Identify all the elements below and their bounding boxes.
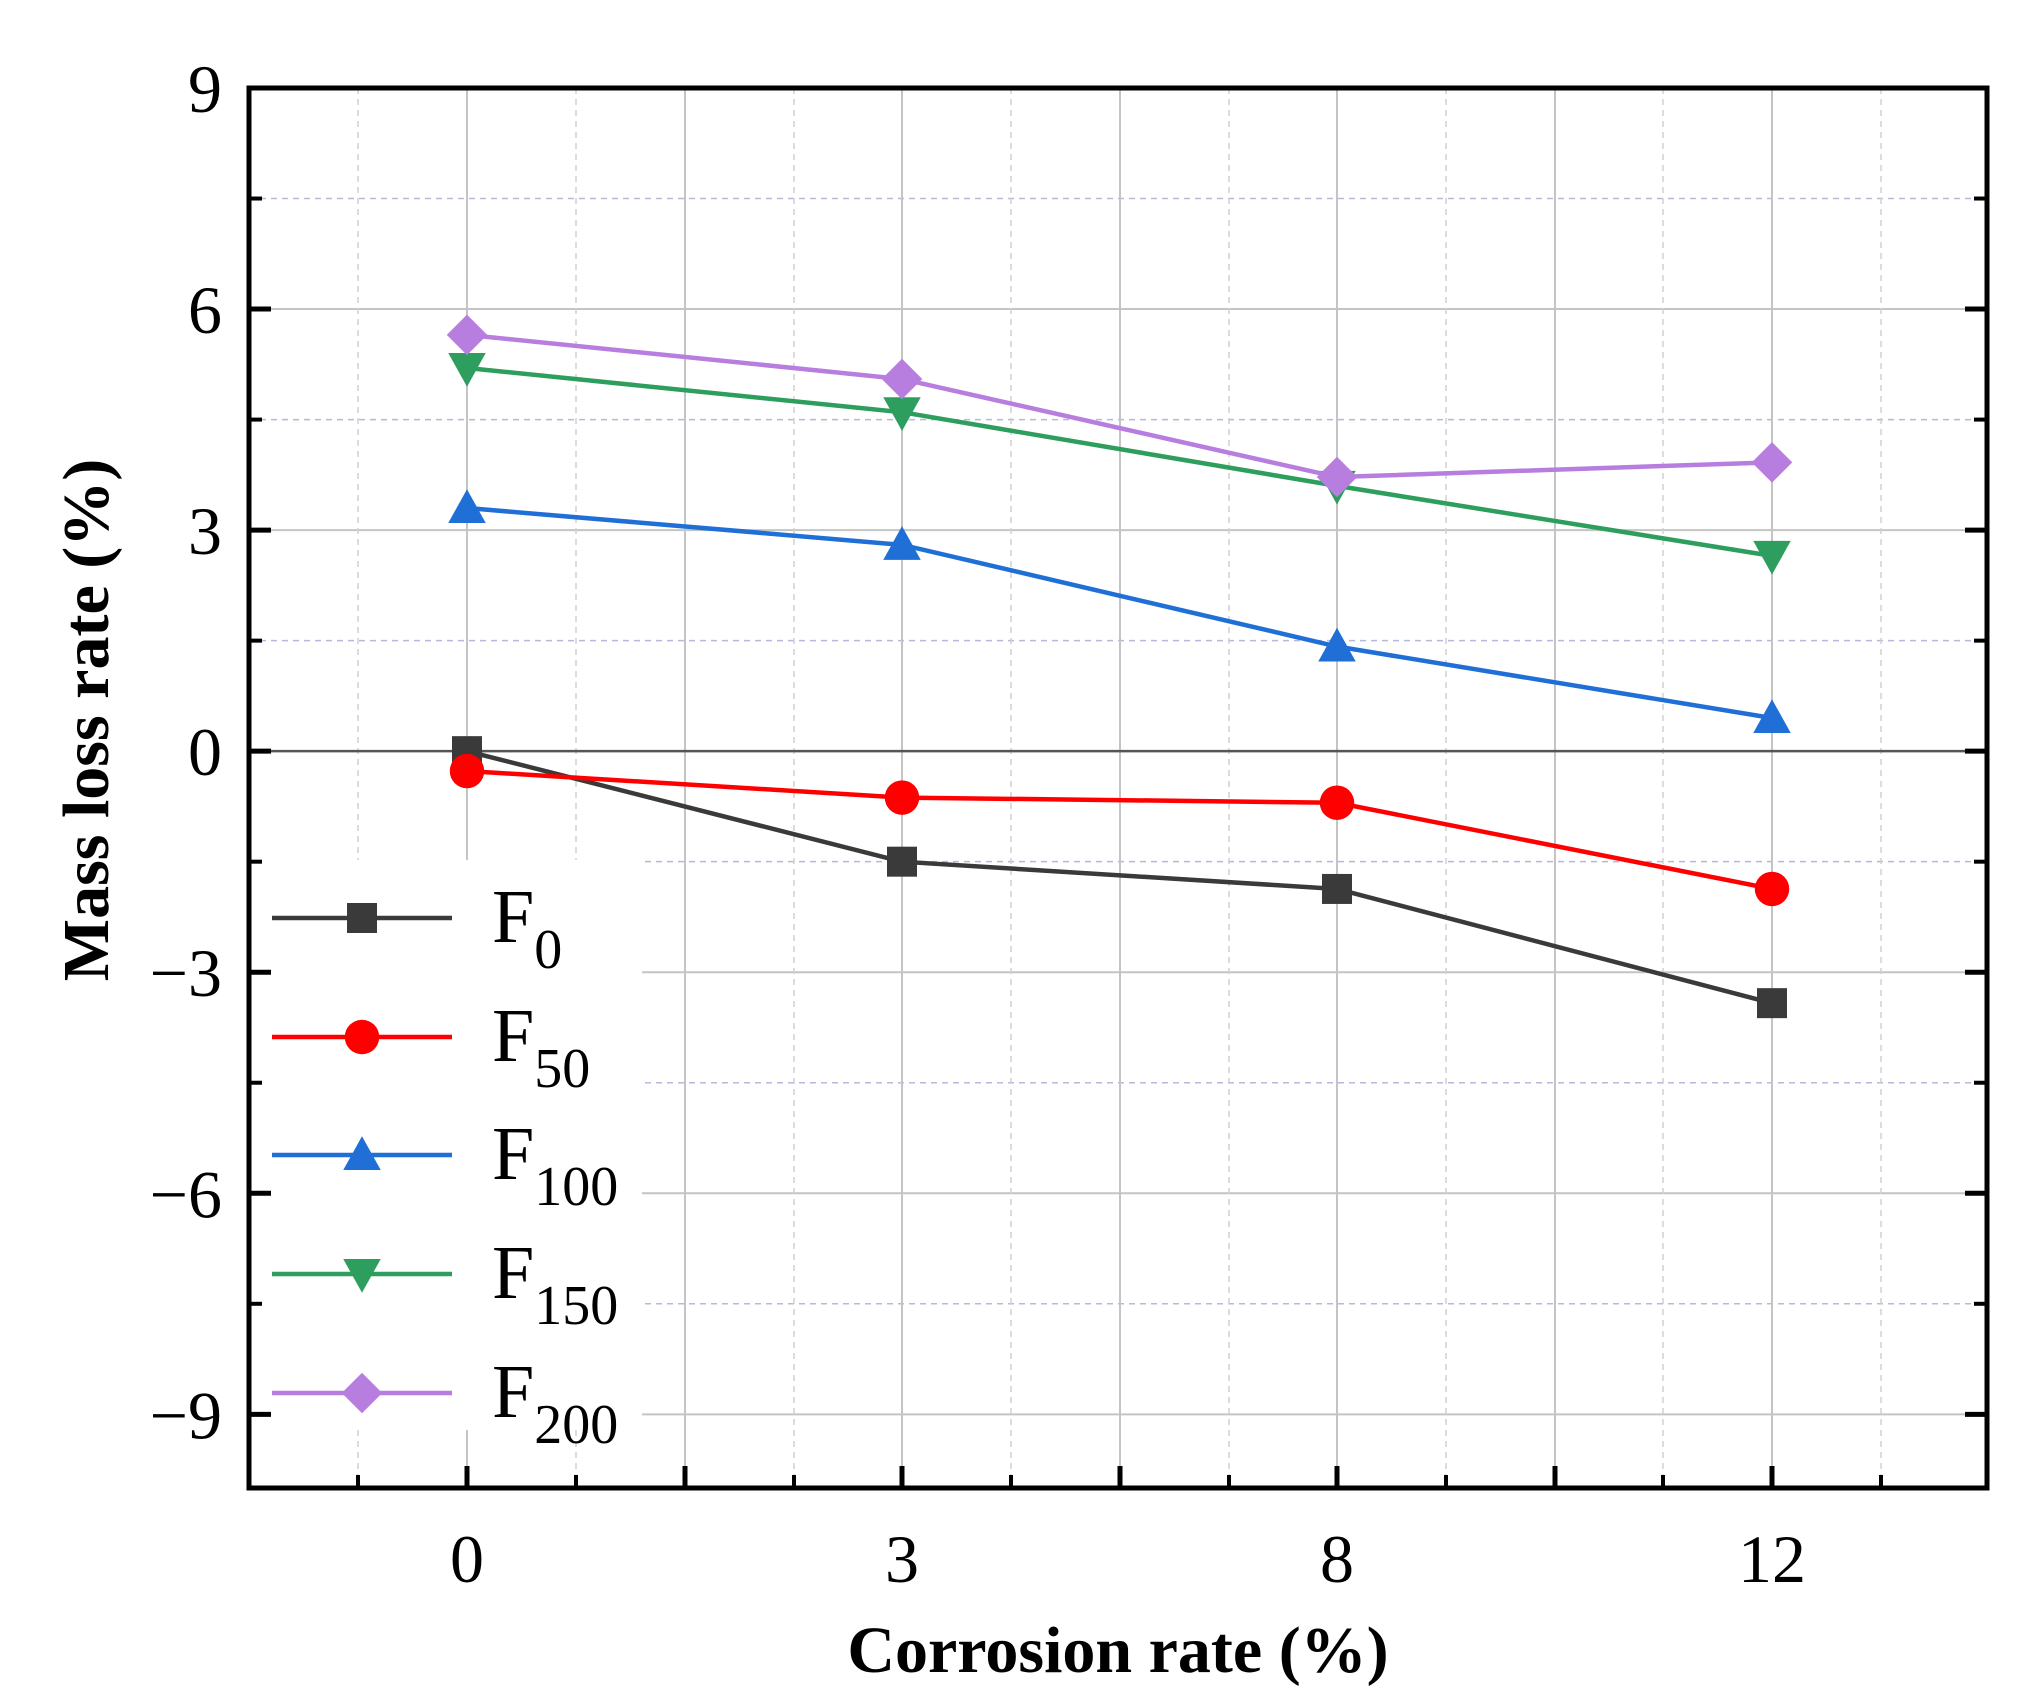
series-F200 — [446, 314, 1793, 498]
legend-label: F150 — [492, 1231, 618, 1337]
data-point-F50 — [1319, 785, 1355, 820]
legend-marker — [343, 1259, 381, 1293]
series-line-F150 — [466, 365, 1773, 559]
x-tick-label: 8 — [1320, 1521, 1354, 1597]
legend-item-F100: F100 — [272, 1112, 618, 1218]
legend-item-F200: F200 — [272, 1350, 618, 1456]
legend-label: F100 — [492, 1112, 618, 1218]
legend-label: F0 — [492, 875, 562, 981]
series-line-F50 — [466, 768, 1773, 892]
x-tick-label: 3 — [885, 1521, 919, 1597]
legend-background-extension — [252, 1420, 642, 1430]
data-point-F100 — [1753, 699, 1791, 733]
x-tick-label: 0 — [450, 1521, 484, 1597]
y-tick-label: −3 — [150, 935, 222, 1011]
legend-marker — [347, 903, 377, 933]
legend-label-main: F — [492, 1231, 534, 1315]
data-point-F100 — [448, 489, 486, 523]
legend-label-main: F — [492, 875, 534, 959]
legend-marker — [343, 1136, 381, 1170]
series-F50 — [449, 753, 1790, 907]
series-line-F200 — [466, 332, 1773, 480]
data-point-F150 — [1753, 540, 1791, 575]
data-point-F50 — [1754, 871, 1790, 907]
legend-background — [252, 860, 642, 1420]
legend-label-main: F — [492, 1112, 534, 1196]
legend-item-F150: F150 — [272, 1231, 618, 1337]
series-line-F100 — [466, 505, 1773, 721]
y-tick-label: −9 — [150, 1377, 222, 1453]
legend-item-F0: F0 — [272, 875, 562, 981]
legend-label-main: F — [492, 1350, 534, 1434]
y-axis-title: Mass loss rate (%) — [50, 459, 123, 981]
y-tick-label: 3 — [188, 493, 222, 569]
legend-label-subscript: 0 — [534, 919, 562, 981]
x-axis-title: Corrosion rate (%) — [847, 1614, 1388, 1687]
legend-label: F50 — [492, 994, 590, 1100]
data-point-F200 — [881, 358, 923, 400]
y-tick-label: −6 — [150, 1156, 222, 1232]
data-point-F0 — [1757, 988, 1787, 1019]
series-group — [446, 314, 1793, 1019]
data-point-F50 — [449, 753, 485, 789]
y-tick-label: 6 — [188, 272, 222, 348]
data-point-F50 — [884, 780, 920, 815]
series-F100 — [448, 489, 1791, 733]
x-tick-label: 12 — [1738, 1521, 1806, 1597]
data-point-F100 — [1318, 627, 1356, 662]
ticks — [249, 85, 1987, 1488]
data-point-F200 — [1751, 442, 1793, 483]
legend-label: F200 — [492, 1350, 618, 1456]
data-point-F200 — [1316, 456, 1358, 498]
y-tick-label: 9 — [188, 51, 222, 127]
legend-label-main: F — [492, 994, 534, 1078]
data-point-F100 — [883, 526, 921, 560]
legend-marker — [344, 1019, 380, 1055]
data-point-F0 — [1322, 873, 1352, 904]
legend-marker — [341, 1372, 383, 1414]
y-tick-label: 0 — [188, 714, 222, 790]
data-point-F200 — [446, 314, 488, 356]
data-point-F150 — [883, 397, 921, 431]
tick-labels: −9 −6 −3 0 3 6 9 0 3 8 12 — [150, 51, 1806, 1597]
series-line-F0 — [466, 748, 1773, 1006]
legend-label-subscript: 50 — [534, 1038, 590, 1100]
legend-label-subscript: 200 — [534, 1394, 618, 1456]
legend-label-subscript: 100 — [534, 1156, 618, 1218]
data-point-F0 — [887, 846, 917, 877]
legend-label-subscript: 150 — [534, 1275, 618, 1337]
legend-item-F50: F50 — [272, 994, 590, 1100]
data-point-F150 — [448, 353, 486, 387]
